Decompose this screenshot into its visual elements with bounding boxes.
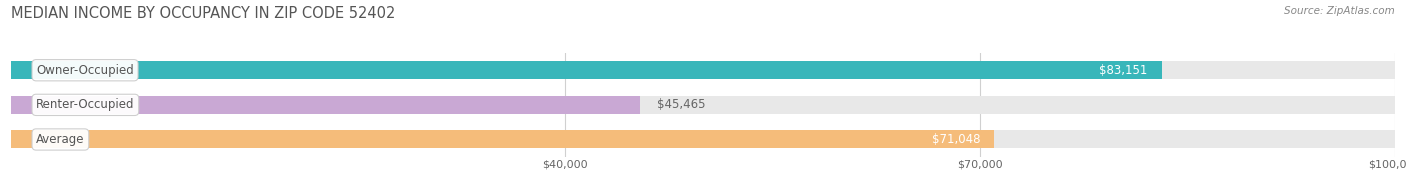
Bar (11, 131, 1395, 149)
Text: Renter-Occupied: Renter-Occupied (37, 98, 135, 111)
Text: Average: Average (37, 133, 84, 146)
Text: $83,151: $83,151 (1099, 64, 1147, 77)
Bar (11, 96, 1395, 114)
Text: $45,465: $45,465 (657, 98, 706, 111)
Text: $71,048: $71,048 (932, 133, 980, 146)
Bar (11, 61, 1161, 79)
Bar (11, 96, 640, 114)
Text: Owner-Occupied: Owner-Occupied (37, 64, 134, 77)
Text: Source: ZipAtlas.com: Source: ZipAtlas.com (1284, 6, 1395, 16)
Bar (11, 131, 994, 149)
Text: MEDIAN INCOME BY OCCUPANCY IN ZIP CODE 52402: MEDIAN INCOME BY OCCUPANCY IN ZIP CODE 5… (11, 6, 395, 21)
Bar (11, 61, 1395, 79)
